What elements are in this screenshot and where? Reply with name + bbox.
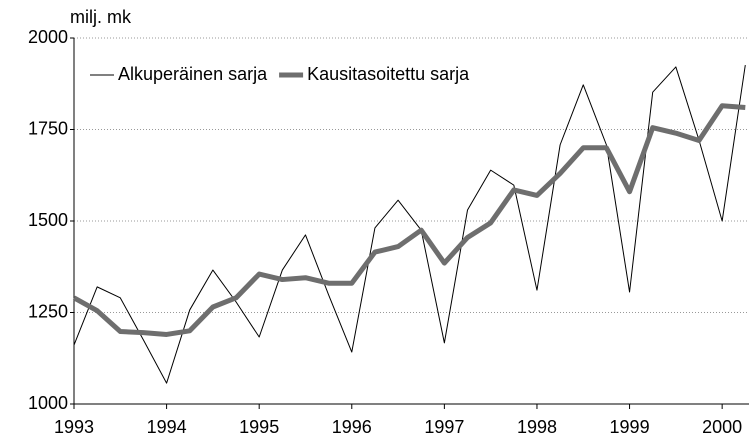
y-tick-label: 1750: [28, 118, 68, 138]
series-line: [72, 103, 746, 337]
x-tick-label: 1999: [610, 417, 650, 437]
x-tick-label: 1996: [332, 417, 372, 437]
y-tick-label: 1500: [28, 210, 68, 230]
series-line: [73, 65, 746, 384]
y-tick-label: 2000: [28, 27, 68, 47]
x-tick-label: 1994: [147, 417, 187, 437]
y-tick-label: 1000: [28, 393, 68, 413]
x-tick-label: 1998: [517, 417, 557, 437]
legend-label: Alkuperäinen sarja: [118, 64, 268, 84]
x-tick-label: 1995: [239, 417, 279, 437]
legend-label: Kausitasoitettu sarja: [307, 64, 470, 84]
x-tick-label: 1993: [54, 417, 94, 437]
x-tick-label: 2000: [702, 417, 742, 437]
y-tick-label: 1250: [28, 301, 68, 321]
x-tick-label: 1997: [424, 417, 464, 437]
y-axis-label: milj. mk: [70, 7, 132, 27]
